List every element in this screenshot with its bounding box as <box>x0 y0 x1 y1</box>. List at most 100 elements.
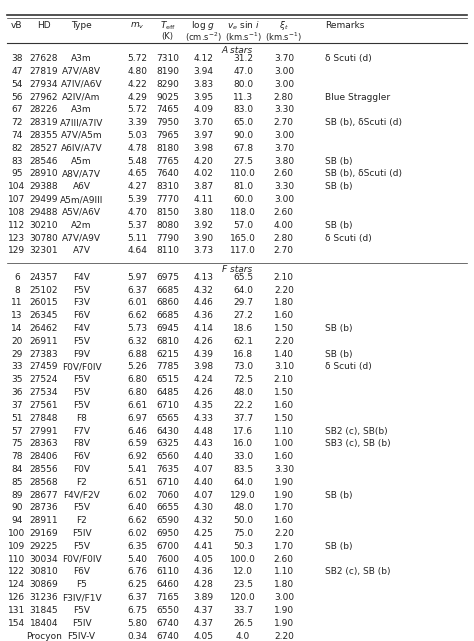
Text: 4.02: 4.02 <box>193 169 213 178</box>
Text: 2.80: 2.80 <box>274 92 294 101</box>
Text: 2.10: 2.10 <box>274 375 294 384</box>
Text: 81.0: 81.0 <box>233 182 253 191</box>
Text: 6945: 6945 <box>156 324 179 333</box>
Text: F8: F8 <box>76 413 87 422</box>
Text: 83.0: 83.0 <box>233 105 253 114</box>
Text: 123: 123 <box>8 233 26 242</box>
Text: 73.0: 73.0 <box>233 362 253 371</box>
Text: 4.46: 4.46 <box>193 298 213 307</box>
Text: 6.80: 6.80 <box>127 388 147 397</box>
Text: 51: 51 <box>11 413 23 422</box>
Text: 1.00: 1.00 <box>274 439 294 448</box>
Text: 28319: 28319 <box>30 118 58 127</box>
Text: F5V: F5V <box>73 542 90 551</box>
Text: 7765: 7765 <box>156 156 179 165</box>
Text: 120.0: 120.0 <box>230 593 256 602</box>
Text: 4.29: 4.29 <box>128 92 147 101</box>
Text: F5V: F5V <box>73 375 90 384</box>
Text: Blue Straggler: Blue Straggler <box>325 92 390 101</box>
Text: 4.64: 4.64 <box>128 246 147 255</box>
Text: 6.40: 6.40 <box>127 503 147 512</box>
Text: 5.39: 5.39 <box>127 195 147 204</box>
Text: SB (b), δScuti (d): SB (b), δScuti (d) <box>325 169 402 178</box>
Text: 6.51: 6.51 <box>127 478 147 487</box>
Text: F5IV-V: F5IV-V <box>67 631 95 640</box>
Text: 2.60: 2.60 <box>274 208 294 217</box>
Text: 4.0: 4.0 <box>236 631 250 640</box>
Text: 5.26: 5.26 <box>127 362 147 371</box>
Text: 6.01: 6.01 <box>127 298 147 307</box>
Text: 4.65: 4.65 <box>127 169 147 178</box>
Text: 7790: 7790 <box>156 233 179 242</box>
Text: 7950: 7950 <box>156 118 179 127</box>
Text: (km.s$^{-1}$): (km.s$^{-1}$) <box>225 30 262 44</box>
Text: 107: 107 <box>8 195 26 204</box>
Text: 7785: 7785 <box>156 362 179 371</box>
Text: 33.7: 33.7 <box>233 606 253 615</box>
Text: 28910: 28910 <box>30 169 58 178</box>
Text: 2.20: 2.20 <box>274 529 294 538</box>
Text: 67.8: 67.8 <box>233 144 253 153</box>
Text: 28527: 28527 <box>30 144 58 153</box>
Text: 4.48: 4.48 <box>193 426 213 435</box>
Text: HD: HD <box>37 21 51 30</box>
Text: 74: 74 <box>11 131 23 140</box>
Text: 5.97: 5.97 <box>127 272 147 281</box>
Text: 6: 6 <box>14 272 20 281</box>
Text: 50.3: 50.3 <box>233 542 253 551</box>
Text: 8290: 8290 <box>156 79 179 88</box>
Text: 6685: 6685 <box>156 285 179 294</box>
Text: 6710: 6710 <box>156 401 179 410</box>
Text: 6.02: 6.02 <box>127 490 147 499</box>
Text: 1.40: 1.40 <box>274 349 294 358</box>
Text: 6700: 6700 <box>156 542 179 551</box>
Text: F0V/F0IV: F0V/F0IV <box>62 554 101 563</box>
Text: log $g$: log $g$ <box>191 19 215 32</box>
Text: F4V: F4V <box>73 272 90 281</box>
Text: 6740: 6740 <box>156 631 179 640</box>
Text: 4.05: 4.05 <box>193 554 213 563</box>
Text: 6590: 6590 <box>156 516 179 525</box>
Text: 5.73: 5.73 <box>127 324 147 333</box>
Text: 94: 94 <box>11 516 23 525</box>
Text: F6V: F6V <box>73 452 90 461</box>
Text: δ Scuti (d): δ Scuti (d) <box>325 54 372 63</box>
Text: 83.5: 83.5 <box>233 465 253 474</box>
Text: 65.0: 65.0 <box>233 118 253 127</box>
Text: 72.5: 72.5 <box>233 375 253 384</box>
Text: 129.0: 129.0 <box>230 490 256 499</box>
Text: A3m: A3m <box>71 105 92 114</box>
Text: F3V: F3V <box>73 298 90 307</box>
Text: A7V/A5m: A7V/A5m <box>61 131 102 140</box>
Text: 80.0: 80.0 <box>233 79 253 88</box>
Text: 31236: 31236 <box>30 593 58 602</box>
Text: 165.0: 165.0 <box>230 233 256 242</box>
Text: 8: 8 <box>14 285 20 294</box>
Text: F9V: F9V <box>73 349 90 358</box>
Text: 1.90: 1.90 <box>274 490 294 499</box>
Text: 48.0: 48.0 <box>233 503 253 512</box>
Text: 11: 11 <box>11 298 23 307</box>
Text: 1.80: 1.80 <box>274 580 294 589</box>
Text: 126: 126 <box>8 593 26 602</box>
Text: 6110: 6110 <box>156 567 179 576</box>
Text: A5m: A5m <box>71 156 92 165</box>
Text: 17.6: 17.6 <box>233 426 253 435</box>
Text: 6.76: 6.76 <box>127 567 147 576</box>
Text: 78: 78 <box>11 452 23 461</box>
Text: 47: 47 <box>11 67 23 76</box>
Text: 4.36: 4.36 <box>193 567 213 576</box>
Text: 7600: 7600 <box>156 554 179 563</box>
Text: 29225: 29225 <box>30 542 58 551</box>
Text: 3.00: 3.00 <box>274 79 294 88</box>
Text: 4.24: 4.24 <box>193 375 213 384</box>
Text: 4.30: 4.30 <box>193 503 213 512</box>
Text: 90.0: 90.0 <box>233 131 253 140</box>
Text: 6565: 6565 <box>156 413 179 422</box>
Text: 29: 29 <box>11 349 23 358</box>
Text: 8190: 8190 <box>156 67 179 76</box>
Text: 1.50: 1.50 <box>274 413 294 422</box>
Text: 6975: 6975 <box>156 272 179 281</box>
Text: 1.90: 1.90 <box>274 606 294 615</box>
Text: 27819: 27819 <box>30 67 58 76</box>
